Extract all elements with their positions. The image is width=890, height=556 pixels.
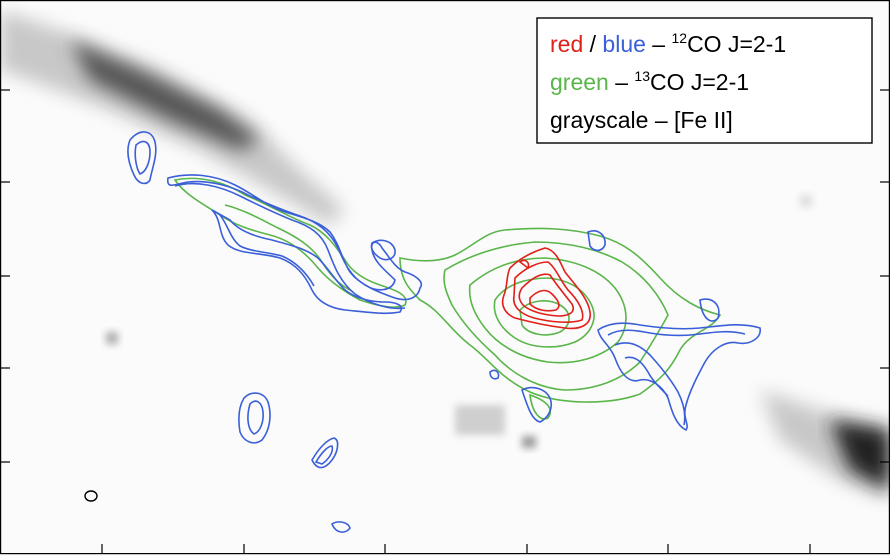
legend-green-label: green xyxy=(550,69,609,95)
legend-red-label: red xyxy=(550,31,583,57)
legend: red / blue – 12CO J=2-1 green – 13CO J=2… xyxy=(536,17,873,144)
legend-slash: / xyxy=(583,31,602,57)
legend-dash-1: – xyxy=(646,31,672,57)
co12-blue-contours xyxy=(127,131,761,533)
legend-12co-transition: CO J=2-1 xyxy=(687,31,786,57)
legend-sup-13: 13 xyxy=(634,68,650,84)
legend-sup-12: 12 xyxy=(671,30,687,46)
legend-box xyxy=(536,17,873,144)
legend-13co-transition: CO J=2-1 xyxy=(650,69,749,95)
legend-line-feii: grayscale – [Fe II] xyxy=(550,107,733,133)
legend-line-12co: red / blue – 12CO J=2-1 xyxy=(550,30,786,57)
legend-dash-2: – xyxy=(609,69,635,95)
co13-contours xyxy=(173,177,722,420)
legend-line-13co: green – 13CO J=2-1 xyxy=(550,68,749,95)
beam-ellipse-icon xyxy=(84,490,98,502)
legend-blue-label: blue xyxy=(602,31,645,57)
co12-red-contours xyxy=(501,247,591,330)
